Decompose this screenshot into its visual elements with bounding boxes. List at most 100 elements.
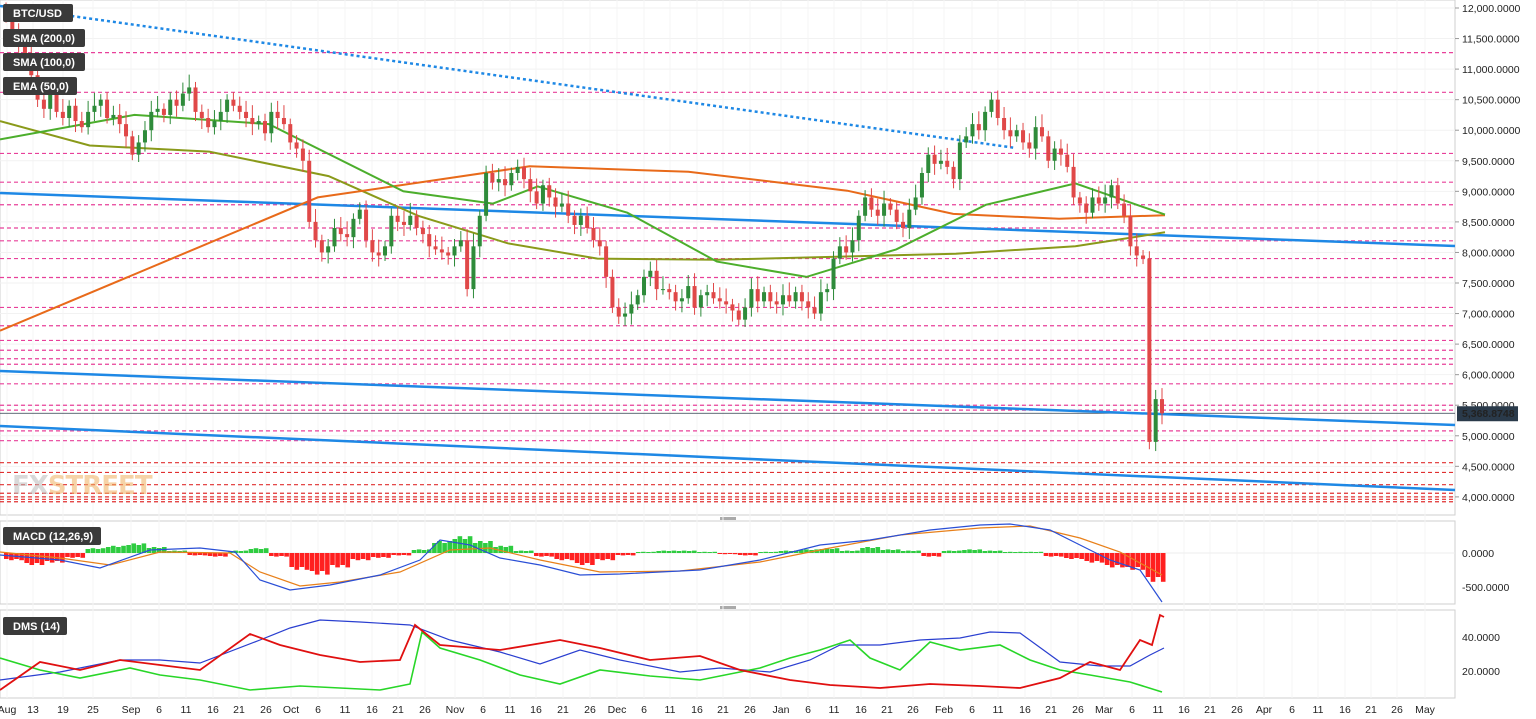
candle-body xyxy=(768,292,773,302)
candle-body xyxy=(452,246,457,256)
macd-histogram-bar xyxy=(90,548,96,553)
macd-histogram-bar xyxy=(962,550,967,553)
candle-body xyxy=(774,301,779,305)
macd-histogram-bar xyxy=(253,548,259,553)
candle-body xyxy=(1046,136,1051,161)
macd-histogram-bar xyxy=(1079,553,1084,559)
date-tick-label: 26 xyxy=(260,704,272,716)
macd-histogram-bar xyxy=(824,548,830,553)
macd-histogram-bar xyxy=(890,550,896,553)
candle-body xyxy=(970,124,975,137)
macd-histogram-bar xyxy=(921,553,926,556)
date-tick-label: 21 xyxy=(557,704,569,716)
candle-body xyxy=(300,148,305,161)
candle-body xyxy=(313,221,318,241)
macd-histogram-bar xyxy=(488,541,493,553)
macd-histogram-bar xyxy=(605,553,610,559)
macd-histogram-bar xyxy=(116,547,121,553)
candle-body xyxy=(142,130,147,143)
macd-histogram-bar xyxy=(1002,552,1008,553)
candle-body xyxy=(882,203,887,216)
panel-resize-handle-1[interactable] xyxy=(720,517,736,520)
dmi-plus-line xyxy=(0,630,1163,693)
macd-histogram-bar xyxy=(126,545,131,553)
sma200-line xyxy=(0,120,1166,261)
candle-body xyxy=(250,118,255,125)
legend-macd[interactable]: MACD (12,26,9) xyxy=(3,527,101,545)
candle-body xyxy=(679,298,684,302)
legend-sma100[interactable]: SMA (100,0) xyxy=(3,53,85,71)
candle-body xyxy=(799,292,804,302)
candle-body xyxy=(439,249,444,253)
date-tick-label: 21 xyxy=(717,704,729,716)
date-tick-label: 26 xyxy=(419,704,431,716)
macd-histogram-bar xyxy=(80,553,86,558)
price-tick-label: 9,000.0000 xyxy=(1462,186,1515,198)
candle-body xyxy=(1109,185,1114,198)
candle-body xyxy=(528,179,533,192)
macd-histogram-bar xyxy=(982,551,988,553)
macd-histogram-bar xyxy=(758,552,763,553)
legend-sma200[interactable]: SMA (200,0) xyxy=(3,29,85,47)
price-panel[interactable] xyxy=(0,0,1456,516)
macd-histogram-bar xyxy=(860,548,865,553)
macd-histogram-bar xyxy=(839,551,845,553)
macd-histogram-bar xyxy=(773,551,779,553)
dms-panel[interactable] xyxy=(0,609,1456,699)
macd-histogram-bar xyxy=(24,553,29,563)
candle-body xyxy=(484,173,489,216)
candle-body xyxy=(660,289,665,291)
macd-histogram-bar xyxy=(804,549,809,553)
candle-body xyxy=(635,295,640,305)
macd-histogram-bar xyxy=(1008,551,1013,553)
candle-body xyxy=(326,246,331,253)
date-tick-label: 6 xyxy=(969,704,975,716)
candle-body xyxy=(218,111,223,122)
candle-body xyxy=(951,166,956,180)
date-tick-label: 16 xyxy=(530,704,542,716)
candle-body xyxy=(957,142,962,180)
macd-histogram-bar xyxy=(661,550,667,553)
macd-histogram-bar xyxy=(212,553,218,557)
candle-body xyxy=(383,246,388,256)
macd-histogram-bar xyxy=(957,550,962,553)
candle-body xyxy=(509,173,514,186)
candle-body xyxy=(1128,215,1133,247)
candle-body xyxy=(572,215,577,225)
candle-body xyxy=(193,87,198,112)
macd-histogram-bar xyxy=(416,549,422,553)
macd-histogram-bar xyxy=(447,541,452,553)
macd-histogram-bar xyxy=(401,553,407,555)
macd-histogram-bar xyxy=(360,553,366,559)
candle-body xyxy=(79,121,84,128)
macd-histogram-bar xyxy=(850,551,855,553)
candle-body xyxy=(256,121,261,125)
legend-ema50[interactable]: EMA (50,0) xyxy=(3,77,77,95)
macd-histogram-bar xyxy=(579,553,585,565)
candle-body xyxy=(566,203,571,216)
candle-body xyxy=(1014,130,1019,137)
macd-panel[interactable] xyxy=(0,520,1456,605)
candle-body xyxy=(237,105,242,112)
macd-histogram-bar xyxy=(309,553,315,571)
candle-body xyxy=(427,234,432,247)
candle-body xyxy=(1115,185,1120,204)
macd-histogram-bar xyxy=(197,553,203,555)
candle-body xyxy=(1141,255,1146,259)
candle-body xyxy=(275,111,280,118)
macd-histogram-bar xyxy=(1099,553,1105,563)
date-tick-label: Apr xyxy=(1256,704,1273,716)
candle-body xyxy=(1090,197,1095,213)
candle-body xyxy=(787,295,792,302)
candle-body xyxy=(199,111,204,118)
legend-dms[interactable]: DMS (14) xyxy=(3,617,67,635)
macd-histogram-bar xyxy=(534,553,539,556)
macd-histogram-bar xyxy=(284,553,289,557)
candle-body xyxy=(736,310,741,320)
date-tick-label: 11 xyxy=(181,704,192,716)
macd-histogram-bar xyxy=(590,553,595,565)
date-tick-label: 6 xyxy=(641,704,647,716)
legend-btcusd[interactable]: BTC/USD xyxy=(3,4,73,22)
panel-resize-handle-2[interactable] xyxy=(720,606,736,609)
macd-histogram-bar xyxy=(722,553,728,555)
